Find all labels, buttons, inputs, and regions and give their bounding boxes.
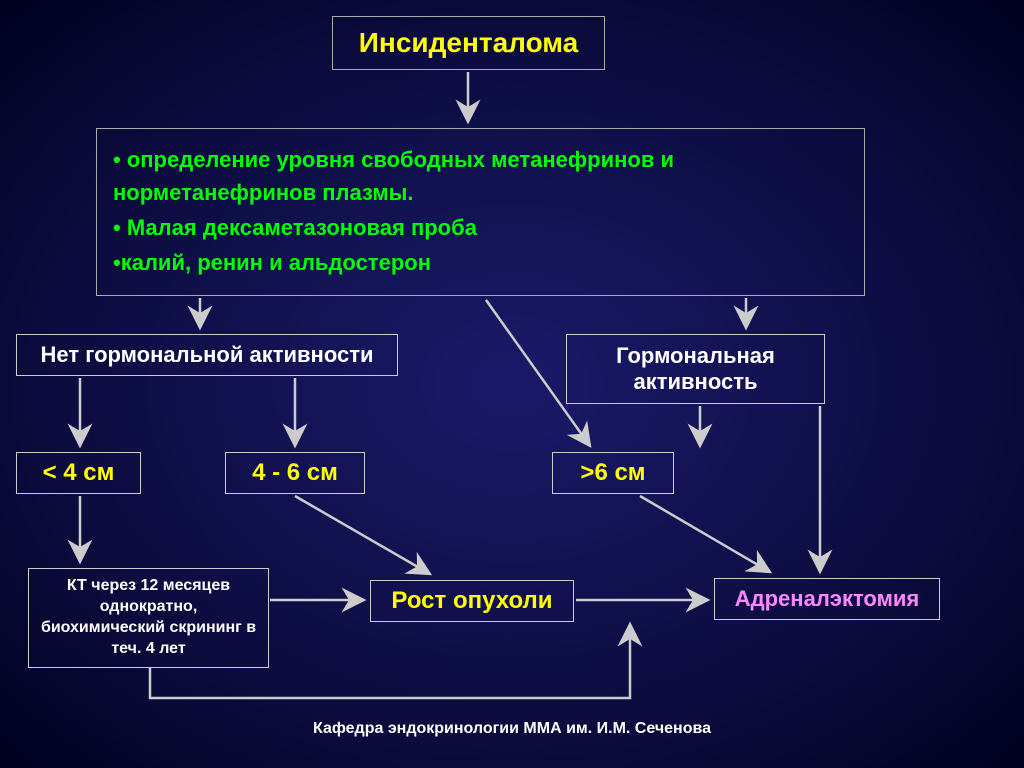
node-tumor-growth: Рост опухоли xyxy=(370,580,574,622)
node-hormonal: Гормональная активность xyxy=(566,334,825,404)
node-lt4: < 4 см xyxy=(16,452,141,494)
title-text: Инсиденталома xyxy=(359,27,578,59)
test-item-3-text: калий, ренин и альдостерон xyxy=(121,250,431,275)
test-item-1-text: определение уровня свободных метанефрино… xyxy=(113,147,674,205)
footer-text: Кафедра эндокринологии ММА им. И.М. Сече… xyxy=(313,720,711,737)
s4-6-text: 4 - 6 см xyxy=(252,459,338,487)
test-item-3: •калий, ренин и альдостерон xyxy=(113,246,848,279)
node-gt6: >6 см xyxy=(552,452,674,494)
hormonal-text: Гормональная активность xyxy=(577,343,814,395)
node-no-hormonal: Нет гормональной активности xyxy=(16,334,398,376)
adrenalectomy-text: Адреналэктомия xyxy=(735,586,919,612)
ct12-text: КТ через 12 месяцев однократно, биохимич… xyxy=(39,576,258,659)
node-adrenalectomy: Адреналэктомия xyxy=(714,578,940,620)
title-box: Инсиденталома xyxy=(332,16,605,70)
tumor-growth-text: Рост опухоли xyxy=(391,587,552,615)
test-item-2-text: Малая дексаметазоновая проба xyxy=(127,215,477,240)
lt4-text: < 4 см xyxy=(43,459,115,487)
node-4-6: 4 - 6 см xyxy=(225,452,365,494)
node-ct12: КТ через 12 месяцев однократно, биохимич… xyxy=(28,568,269,668)
tests-box: • определение уровня свободных метанефри… xyxy=(96,128,865,296)
footer: Кафедра эндокринологии ММА им. И.М. Сече… xyxy=(0,720,1024,738)
no-hormonal-text: Нет гормональной активности xyxy=(40,342,373,368)
gt6-text: >6 см xyxy=(580,459,645,487)
test-item-2: • Малая дексаметазоновая проба xyxy=(113,211,848,244)
test-item-1: • определение уровня свободных метанефри… xyxy=(113,143,848,209)
